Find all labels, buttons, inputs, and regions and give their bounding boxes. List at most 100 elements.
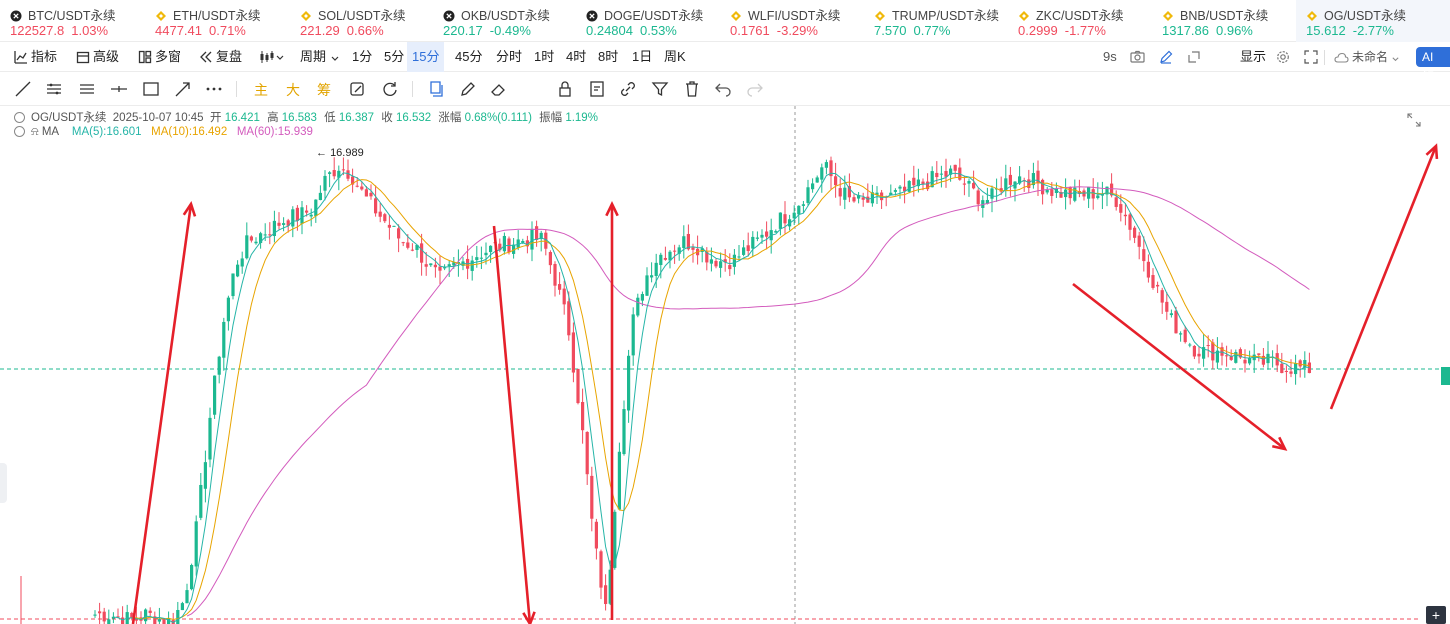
cross-line-icon[interactable] (110, 80, 128, 98)
candle-body (176, 609, 180, 624)
candlestick-chart[interactable] (0, 106, 1450, 624)
line-tool-icon[interactable] (14, 80, 32, 98)
ticker-item[interactable]: OG/USDT永续 15.612 -2.77% (1296, 0, 1450, 42)
bell-icon[interactable]: ⍾ (31, 126, 39, 138)
refresh-icon[interactable] (381, 80, 399, 98)
ticker-item[interactable]: ZKC/USDT永续 0.2999 -1.77% (1008, 0, 1152, 42)
candle-body (295, 207, 299, 221)
candle-body (1197, 353, 1201, 357)
interval-8[interactable]: 1日 (632, 49, 653, 64)
indicator-icon (14, 51, 27, 64)
interval-4[interactable]: 分时 (496, 49, 523, 64)
replay-button[interactable]: 复盘 (199, 42, 242, 72)
candle-body (378, 211, 382, 217)
candle-body (383, 214, 387, 222)
ticker-values: 0.1761 -3.29% (730, 23, 818, 38)
rect-tool-icon[interactable] (142, 80, 160, 98)
more-tools-icon[interactable] (205, 80, 223, 98)
change-label: 涨幅 (438, 112, 462, 124)
big-order-toggle[interactable]: 大 (286, 82, 300, 98)
interval-2[interactable]: 15分 (407, 42, 445, 72)
annotation-arrow-line (492, 225, 532, 624)
interval-5[interactable]: 1时 (534, 49, 555, 64)
advanced-button[interactable]: 高级 (76, 42, 119, 72)
display-button[interactable]: 显示 (1240, 49, 1267, 64)
chart-type-button[interactable] (259, 42, 288, 72)
candle-body (111, 616, 115, 619)
parallel-tool-icon[interactable] (45, 80, 63, 98)
fullscreen-button[interactable] (1304, 42, 1321, 72)
indicators-button[interactable]: 指标 (14, 42, 57, 72)
interval-6[interactable]: 4时 (566, 49, 587, 64)
x-icon (586, 10, 598, 22)
candle-body (1284, 370, 1288, 372)
candle-body (392, 225, 396, 227)
candle-body (484, 252, 488, 256)
candle-body (1188, 344, 1192, 346)
candle-body (907, 180, 911, 192)
layout-selector[interactable]: 未命名 (1334, 42, 1403, 72)
ticker-item[interactable]: TRUMP/USDT永续 7.570 0.77% (864, 0, 1008, 42)
note-icon[interactable] (588, 80, 606, 98)
interval-3[interactable]: 45分 (455, 49, 483, 64)
chart-area[interactable]: OG/USDT永续 2025-10-07 10:45 开 16.421 高 16… (0, 106, 1450, 624)
ticker-item[interactable]: WLFI/USDT永续 0.1761 -3.29% (720, 0, 864, 42)
candle-body (1202, 347, 1206, 359)
tools-divider (236, 81, 237, 97)
eraser-icon[interactable] (490, 80, 508, 98)
candle-body (1128, 214, 1132, 230)
magnet-icon[interactable] (349, 80, 367, 98)
period-button[interactable]: 周期 (300, 42, 343, 72)
ticker-item[interactable]: BTC/USDT永续 122527.8 1.03% (0, 0, 145, 42)
interval-7[interactable]: 8时 (598, 49, 619, 64)
arrow-tool-icon[interactable] (174, 80, 192, 98)
link-icon[interactable] (619, 80, 637, 98)
screenshot-button[interactable] (1130, 42, 1148, 72)
filter-icon[interactable] (651, 80, 669, 98)
ticker-price: 15.612 (1306, 23, 1346, 38)
candle-body (815, 177, 819, 183)
ticker-item[interactable]: BNB/USDT永续 1317.86 0.96% (1152, 0, 1296, 42)
side-panel-handle[interactable] (0, 463, 7, 503)
settings-button[interactable] (1276, 42, 1293, 72)
candle-body (797, 205, 801, 215)
ticker-change: 0.66% (346, 23, 384, 38)
candle-body (594, 521, 598, 549)
amplitude-label: 振幅 (539, 112, 563, 124)
edit-button[interactable] (1159, 42, 1176, 72)
ticker-item[interactable]: SOL/USDT永续 221.29 0.66% (290, 0, 433, 42)
chip-toggle[interactable]: 筹 (317, 82, 331, 98)
ticker-item[interactable]: ETH/USDT永续 4477.41 0.71% (145, 0, 290, 42)
candle-body (783, 214, 787, 224)
candle-body (1266, 353, 1270, 364)
ai-button[interactable]: AI解读 (1416, 47, 1450, 104)
candle-body (1183, 329, 1187, 343)
pen-icon[interactable] (459, 80, 477, 98)
lock-icon[interactable] (556, 80, 574, 98)
candle-body (332, 170, 336, 177)
ticker-name: SOL/USDT永续 (300, 5, 406, 24)
candle-body (985, 199, 989, 204)
copy-icon[interactable] (427, 80, 445, 98)
candle-body (213, 375, 217, 415)
popout-button[interactable] (1187, 42, 1204, 72)
collapse-icon[interactable] (14, 112, 25, 123)
collapse-icon[interactable] (14, 126, 25, 137)
ticker-price: 122527.8 (10, 23, 65, 38)
candle-body (608, 569, 612, 604)
ticker-item[interactable]: OKB/USDT永续 220.17 -0.49% (433, 0, 576, 42)
add-button[interactable]: + (1426, 606, 1446, 624)
interval-1[interactable]: 5分 (384, 49, 405, 64)
undo-icon[interactable] (714, 80, 732, 98)
expand-icon[interactable] (1406, 112, 1422, 128)
ticker-item[interactable]: DOGE/USDT永续 0.24804 0.53% (576, 0, 720, 42)
interval-9[interactable]: 周K (664, 49, 686, 64)
trash-icon[interactable] (683, 80, 701, 98)
interval-0[interactable]: 1分 (352, 49, 373, 64)
candle-body (576, 368, 580, 404)
channel-tool-icon[interactable] (78, 80, 96, 98)
candle-body (1248, 357, 1252, 364)
multi-window-button[interactable]: 多窗 (138, 42, 181, 72)
candle-body (742, 247, 746, 255)
main-chart-toggle[interactable]: 主 (254, 82, 268, 98)
